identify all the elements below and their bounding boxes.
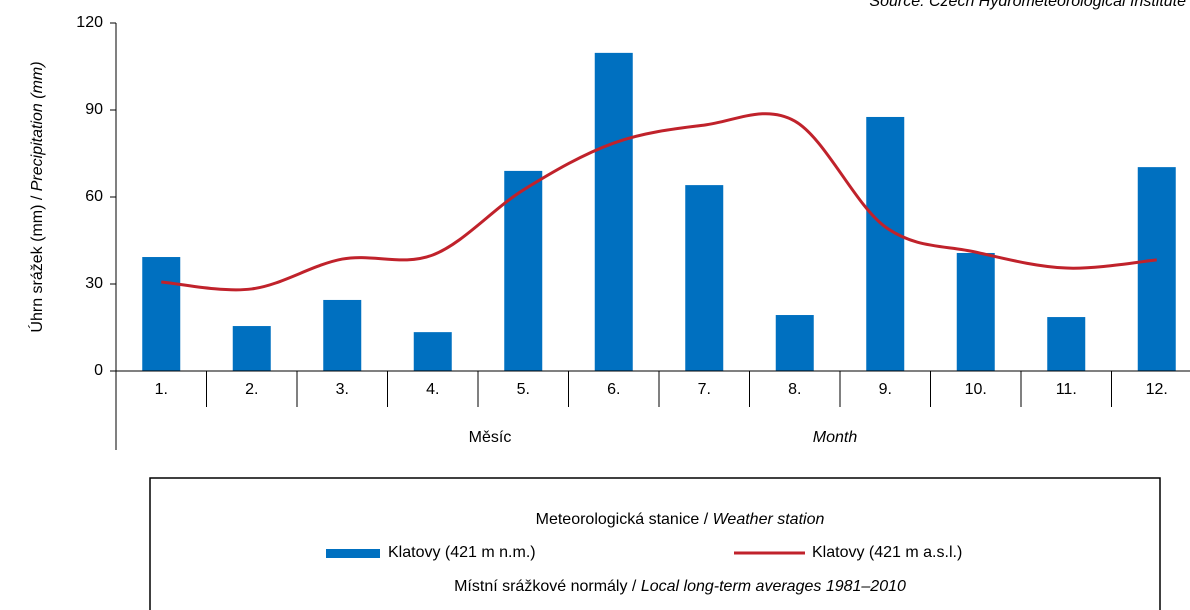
- bar: [1137, 167, 1176, 371]
- x-tick-label: 3.: [336, 381, 349, 398]
- x-tick-label: 8.: [788, 381, 801, 398]
- x-tick-label: 1.: [155, 381, 168, 398]
- y-tick-label: 30: [85, 275, 103, 292]
- x-tick-label: 11.: [1056, 381, 1077, 398]
- bar: [594, 52, 633, 372]
- bar: [866, 116, 905, 372]
- x-axis-label: Month: [813, 429, 858, 446]
- x-tick-label: 10.: [965, 381, 987, 398]
- bar: [1047, 317, 1086, 371]
- bar: [685, 185, 724, 371]
- x-tick-label: 4.: [426, 381, 439, 398]
- y-tick-label: 120: [76, 14, 103, 31]
- source: Source: Czech Hydrometeorological Instit…: [869, 0, 1186, 10]
- legend-label: Klatovy (421 m a.s.l.): [812, 544, 962, 561]
- bar: [323, 299, 362, 371]
- x-tick-label: 7.: [698, 381, 711, 398]
- bar: [413, 332, 452, 371]
- legend-label: Klatovy (421 m n.m.): [388, 544, 536, 561]
- x-tick-label: 2.: [245, 381, 258, 398]
- bar: [775, 315, 814, 371]
- bar: [956, 252, 995, 371]
- y-tick-label: 0: [94, 362, 103, 379]
- bar: [142, 257, 181, 371]
- x-tick-label: 12.: [1146, 381, 1168, 398]
- y-tick-label: 60: [85, 188, 103, 205]
- x-tick-label: 6.: [607, 381, 620, 398]
- line: [161, 112, 1157, 292]
- legend-box: [149, 477, 1161, 610]
- bar: [504, 170, 543, 371]
- y-tick-label: 90: [85, 101, 103, 118]
- x-tick-label: 9.: [879, 381, 892, 398]
- legend-note: Místní srážkové normály / Local long-ter…: [454, 578, 906, 595]
- legend-swatch: [326, 549, 380, 558]
- y-axis-label: Úhrn srážek (mm) / Precipitation (mm): [27, 61, 46, 332]
- x-axis-label: Měsíc: [469, 429, 512, 446]
- x-tick-label: 5.: [517, 381, 530, 398]
- legend-title: Meteorologická stanice / Weather station: [536, 511, 825, 528]
- bar: [232, 326, 271, 371]
